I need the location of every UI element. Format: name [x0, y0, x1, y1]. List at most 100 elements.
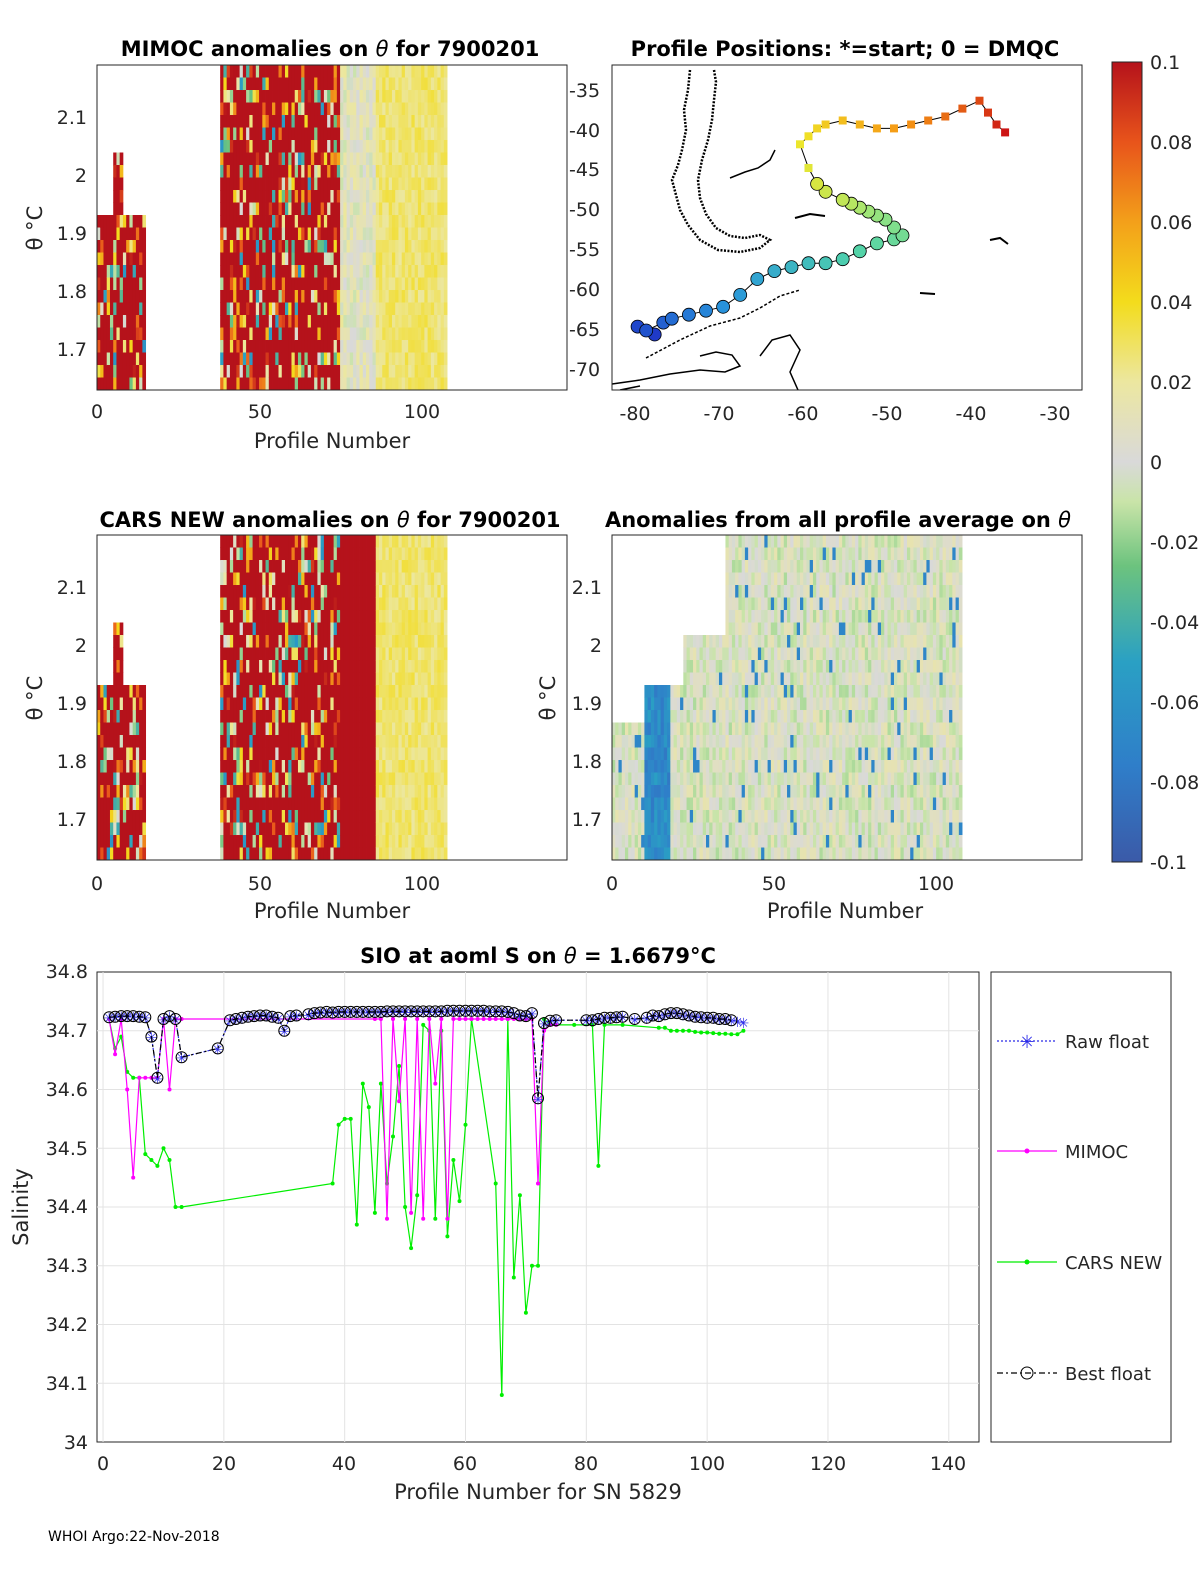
heat-cell: [712, 835, 717, 848]
heat-cell: [395, 635, 399, 648]
heat-cell: [265, 847, 270, 861]
heat-cell: [624, 835, 629, 848]
heat-cell: [359, 190, 364, 203]
heat-cell: [391, 610, 396, 623]
heat-cell: [411, 547, 416, 561]
heat-cell: [757, 735, 762, 748]
heat-cell: [379, 115, 383, 128]
heat-cell: [356, 572, 360, 586]
heat-cell: [359, 822, 364, 836]
heat-cell: [424, 710, 429, 723]
heat-cell: [132, 215, 137, 228]
heat-cell: [246, 547, 250, 561]
heat-cell: [731, 547, 736, 561]
heat-cell: [379, 365, 383, 378]
heat-cell: [424, 240, 429, 253]
heat-cell: [404, 697, 409, 711]
heat-cell: [220, 315, 224, 328]
heat-cell: [336, 77, 341, 91]
heat-cell: [443, 685, 448, 698]
heat-cell: [356, 115, 360, 128]
heat-cell: [411, 810, 416, 823]
heat-cell: [346, 722, 351, 736]
heat-cell: [288, 660, 292, 673]
heat-cell: [129, 735, 134, 748]
heat-cell: [239, 115, 244, 128]
heat-cell: [291, 140, 296, 153]
heat-cell: [268, 810, 273, 823]
heat-cell: [398, 760, 403, 773]
heat-cell: [239, 672, 244, 686]
heat-cell: [275, 177, 279, 191]
heat-cell: [252, 572, 257, 586]
heat-cell: [391, 252, 396, 266]
heat-cell: [262, 140, 266, 153]
heat-cell: [330, 227, 335, 241]
heat-cell: [728, 660, 733, 673]
heat-cell: [278, 672, 283, 686]
heat-cell: [641, 822, 645, 836]
heat-cell: [427, 152, 432, 166]
heat-cell: [440, 535, 445, 548]
heat-cell: [278, 227, 283, 241]
heat-cell: [223, 215, 228, 228]
heat-cell: [696, 760, 700, 773]
heat-cell: [285, 722, 289, 736]
heat-cell: [336, 547, 341, 561]
heat-cell: [744, 747, 749, 761]
heat-cell: [362, 722, 367, 736]
heat-cell: [440, 735, 445, 748]
heat-cell: [330, 302, 335, 316]
heat-cell: [278, 165, 283, 178]
heat-cell: [353, 327, 357, 341]
heat-cell: [424, 102, 429, 116]
heat-cell: [259, 202, 263, 216]
heat-cell: [116, 265, 121, 278]
heat-cell: [249, 822, 253, 836]
heat-cell: [369, 215, 373, 228]
heat-cell: [417, 610, 422, 623]
heat-cell: [229, 290, 234, 303]
heat-cell: [275, 760, 279, 773]
heat-cell: [398, 290, 403, 303]
heat-cell: [741, 597, 746, 611]
heat-cell: [301, 535, 305, 548]
heat-cell: [443, 735, 448, 748]
heat-cell: [233, 315, 237, 328]
heat-cell: [113, 847, 117, 861]
heat-cell: [728, 685, 733, 698]
heat-cell: [395, 535, 399, 548]
heat-cell: [366, 252, 370, 266]
heat-cell: [356, 635, 360, 648]
heat-cell: [624, 797, 629, 811]
heat-cell: [346, 610, 351, 623]
heat-cell: [391, 127, 396, 141]
heat-cell: [333, 140, 338, 153]
heat-cell: [229, 327, 234, 341]
heat-cell: [297, 102, 302, 116]
heat-cell: [314, 227, 318, 241]
heat-cell: [434, 747, 438, 761]
heat-cell: [262, 227, 266, 241]
heat-cell: [731, 647, 736, 661]
heat-cell: [297, 240, 302, 253]
heat-cell: [421, 377, 425, 391]
heat-cell: [239, 252, 244, 266]
heat-cell: [291, 685, 296, 698]
heat-cell: [333, 685, 338, 698]
heat-cell: [362, 315, 367, 328]
heat-cell: [385, 847, 390, 861]
heat-cell: [424, 560, 429, 573]
heat-cell: [637, 747, 642, 761]
heat-cell: [310, 227, 315, 241]
heat-cell: [404, 152, 409, 166]
heat-cell: [100, 847, 104, 861]
heat-cell: [301, 140, 305, 153]
heat-cell: [281, 697, 286, 711]
heat-cell: [385, 315, 390, 328]
heat-cell: [372, 822, 377, 836]
heat-cell: [680, 822, 684, 836]
heat-cell: [220, 810, 224, 823]
heat-cell: [411, 377, 416, 391]
heat-cell: [294, 177, 299, 191]
